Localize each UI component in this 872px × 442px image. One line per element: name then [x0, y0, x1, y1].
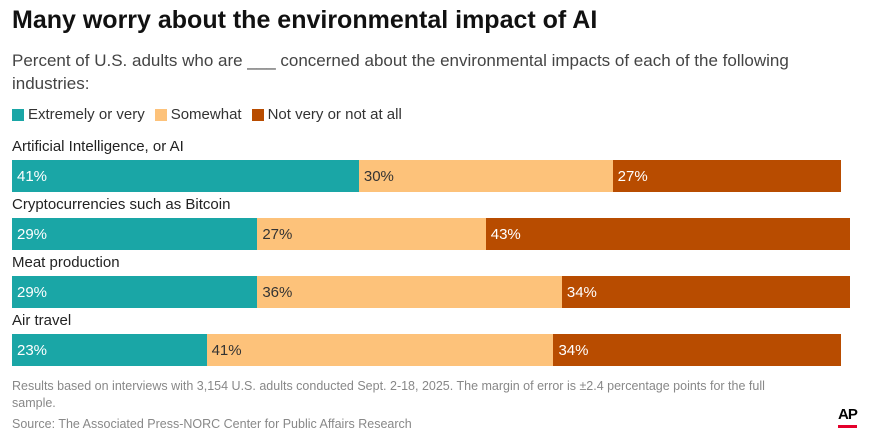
- category-label: Air travel: [12, 312, 72, 329]
- data-label: 29%: [17, 283, 48, 301]
- stacked-bar: 41% 30% 27%: [12, 160, 842, 192]
- legend-label: Not very or not at all: [267, 106, 402, 123]
- data-label: 34%: [566, 283, 597, 301]
- bar-segment: 41%: [12, 160, 359, 192]
- legend-item: Somewhat: [154, 106, 242, 123]
- ap-logo: AP: [838, 407, 858, 428]
- data-label: 27%: [617, 167, 648, 185]
- source-note: Source: The Associated Press-NORC Center…: [12, 417, 412, 431]
- bar-segment: 30%: [358, 160, 613, 192]
- bar-segment: 29%: [12, 218, 258, 250]
- legend-item: Extremely or very: [12, 106, 145, 123]
- category-label: Artificial Intelligence, or AI: [12, 138, 184, 155]
- legend-swatch: [251, 108, 264, 121]
- chart-title: Many worry about the environmental impac…: [12, 6, 598, 34]
- legend: Extremely or very Somewhat Not very or not…: [12, 106, 402, 123]
- data-label: 34%: [558, 341, 589, 359]
- bar-segment: 27%: [257, 218, 486, 250]
- legend-swatch: [12, 108, 24, 121]
- data-label: 30%: [363, 167, 394, 185]
- bar-segment: 43%: [485, 218, 850, 250]
- data-label: 23%: [17, 341, 48, 359]
- bar-segment: 34%: [561, 276, 850, 308]
- legend-label: Extremely or very: [28, 106, 145, 123]
- stacked-bar: 29% 36% 34%: [12, 276, 850, 308]
- data-label: 29%: [17, 225, 48, 243]
- stacked-bar: 29% 27% 43%: [12, 218, 850, 250]
- bar-segment: 41%: [206, 334, 554, 366]
- data-label: 36%: [262, 283, 293, 301]
- footnote: Results based on interviews with 3,154 U…: [12, 379, 765, 410]
- legend-label: Somewhat: [170, 106, 242, 123]
- chart-subtitle: Percent of U.S. adults who are ___ conce…: [12, 51, 789, 93]
- bar-segment: 34%: [553, 334, 842, 366]
- legend-item: Not very or not at all: [251, 106, 402, 123]
- bar-segment: 27%: [612, 160, 842, 192]
- stacked-bar: 23% 41% 34%: [12, 334, 842, 366]
- data-label: 41%: [211, 341, 242, 359]
- bar-segment: 36%: [257, 276, 562, 308]
- bar-segment: 23%: [12, 334, 207, 366]
- bar-segment: 29%: [12, 276, 258, 308]
- data-label: 43%: [490, 225, 521, 243]
- data-label: 41%: [17, 167, 48, 185]
- category-label: Meat production: [12, 254, 120, 271]
- legend-swatch: [154, 108, 167, 121]
- data-label: 27%: [262, 225, 293, 243]
- category-label: Cryptocurrencies such as Bitcoin: [12, 196, 231, 213]
